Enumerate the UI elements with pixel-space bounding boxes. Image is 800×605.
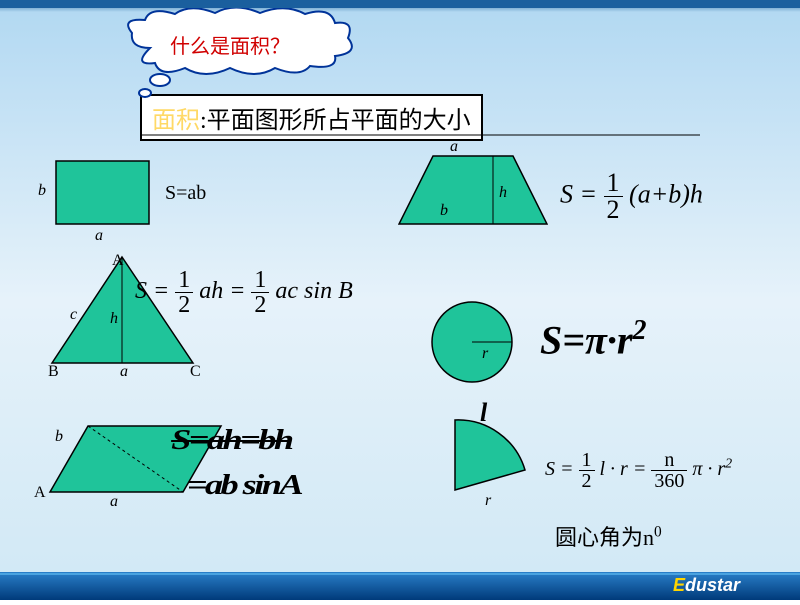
para-formula-1: S=ah=bh [171, 425, 291, 457]
circle-label-r: r [482, 345, 488, 363]
sec-exp: 2 [725, 456, 732, 471]
tri-label-c: c [70, 306, 77, 324]
tri-S: S = [135, 278, 169, 304]
para-label-A: A [34, 484, 46, 502]
sec-angle-deg: 0 [654, 524, 662, 541]
tri-term2: ac sin B [275, 278, 352, 304]
def-colon: : [200, 108, 207, 134]
tri-label-a: a [120, 363, 128, 381]
trap-f-prefix: S = [560, 179, 597, 208]
para-line2: =ab sinA [187, 470, 301, 501]
sector-formula: S = 12 l · r = n360 π · r2 [545, 450, 732, 491]
def-label: 面积 [152, 108, 200, 134]
circle-shape [430, 300, 515, 385]
tri-frac2: 12 [251, 268, 269, 317]
cloud-text: 什么是面积？ [170, 30, 290, 59]
circle-f-exp: 2 [632, 315, 646, 346]
sec-angle: 圆心角为n [555, 525, 654, 550]
circle-formula: S=π·r2 [540, 315, 646, 363]
sec-S: S = [545, 458, 574, 480]
footer-bar: Edustar [0, 572, 800, 600]
sec-frac1: 12 [579, 450, 595, 491]
sector-shape [445, 415, 540, 500]
para-label-a: a [110, 493, 118, 511]
sec-term2: π · r [692, 458, 725, 480]
footer-logo: Edustar [673, 575, 740, 596]
logo-e: E [673, 575, 685, 595]
sector-angle-note: 圆心角为n0 [555, 520, 662, 552]
para-label-b: b [55, 428, 63, 446]
sector-label-l: l [480, 398, 487, 428]
para-line1: S=ah=bh [171, 425, 291, 456]
sector-label-r: r [485, 492, 491, 510]
trap-label-a: a [450, 138, 458, 156]
circle-f-text: S=π·r [540, 317, 632, 362]
slide-canvas: 什么是面积？ 面积:平面图形所占平面的大小 b a S=ab a b h S =… [0, 0, 800, 600]
cloud-bubble: 什么是面积？ [120, 8, 360, 78]
rectangle-shape [55, 160, 150, 225]
tri-label-A: A [112, 252, 124, 270]
tri-frac1: 12 [175, 268, 193, 317]
rect-formula: S=ab [165, 182, 206, 205]
trap-frac: 12 [604, 170, 623, 223]
trap-label-b: b [440, 202, 448, 220]
tri-label-h: h [110, 310, 118, 328]
sec-term1: l · r = [600, 458, 647, 480]
def-underline [140, 134, 700, 136]
rect-label-b: b [38, 182, 46, 200]
tri-formula: S = 12 ah = 12 ac sin B [135, 268, 353, 317]
tri-label-B: B [48, 363, 59, 381]
logo-rest: dustar [685, 575, 740, 595]
tri-label-C: C [190, 363, 201, 381]
trap-formula: S = 12 (a+b)h [560, 170, 703, 223]
trapezoid-shape [398, 155, 548, 225]
def-body: 平面图形所占平面的大小 [207, 108, 471, 134]
rect-label-a: a [95, 227, 103, 245]
sec-frac2: n360 [651, 450, 687, 491]
tri-term1: ah [199, 278, 223, 304]
tri-eq: = [229, 278, 245, 304]
trap-f-suffix: (a+b)h [629, 179, 703, 208]
trap-label-h: h [499, 184, 507, 202]
para-formula-2: =ab sinA [187, 470, 301, 502]
